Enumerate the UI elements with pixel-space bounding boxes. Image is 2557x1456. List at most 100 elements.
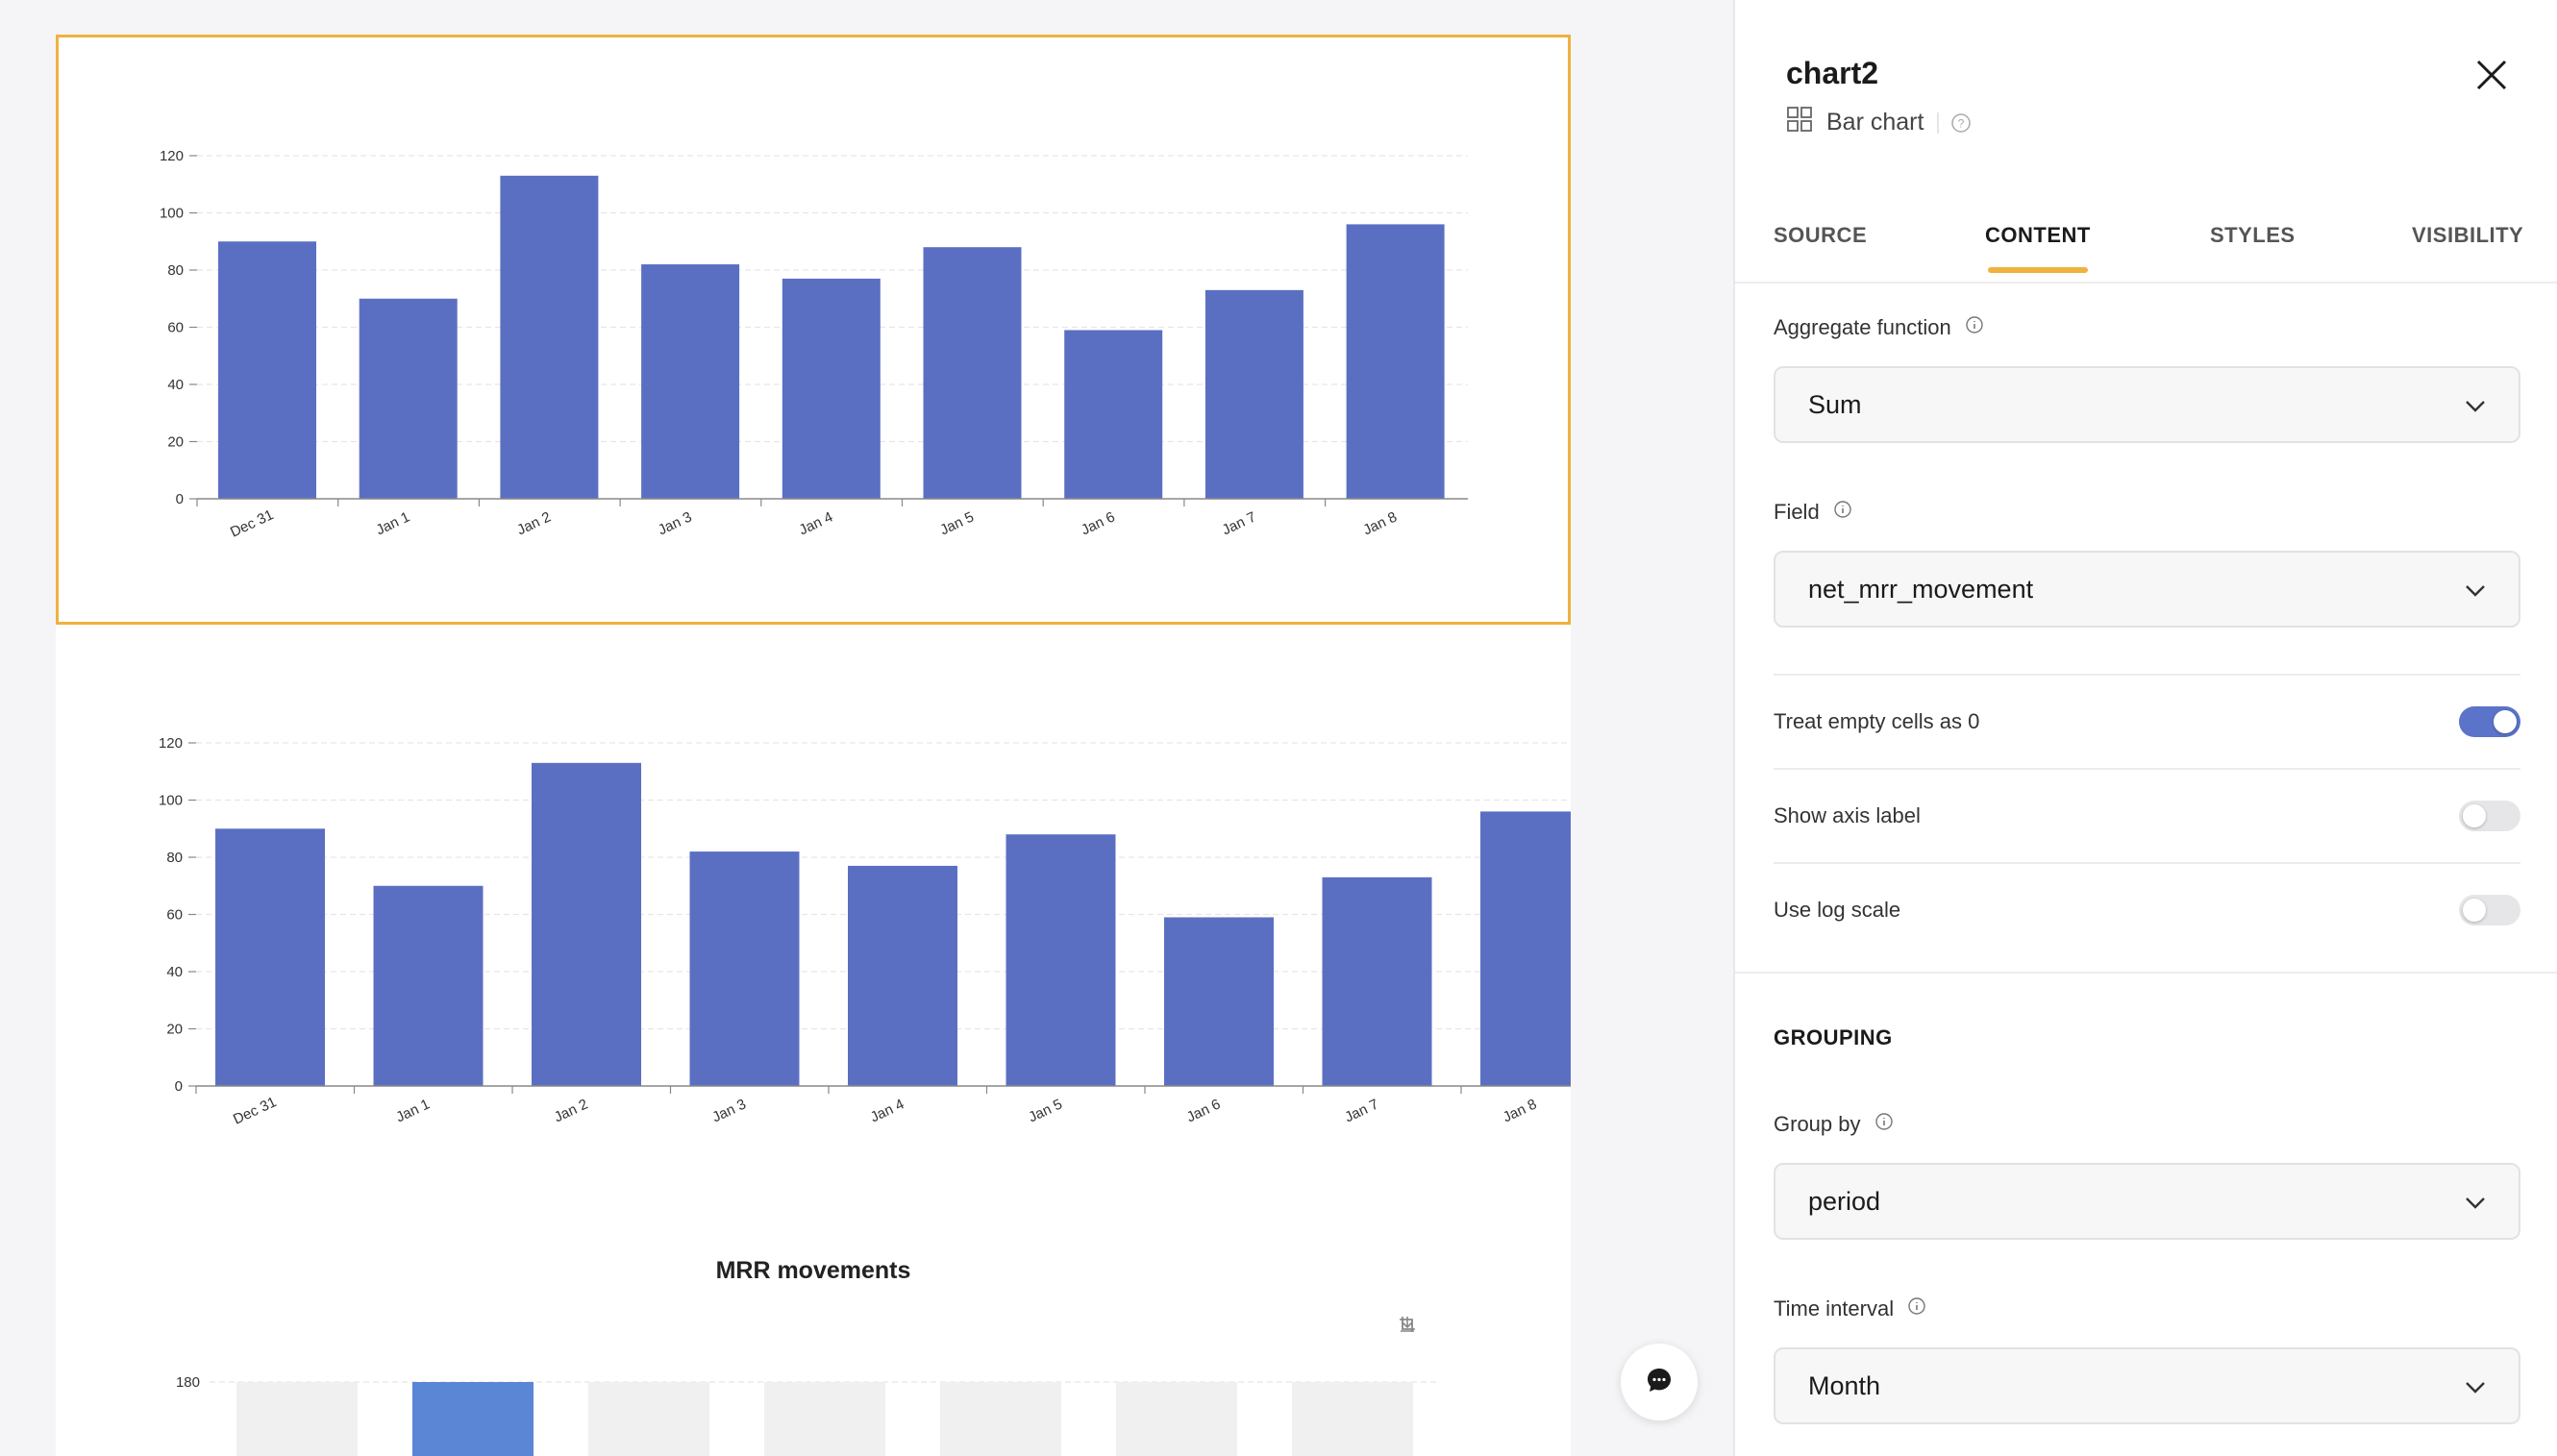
- show-axis-label-toggle[interactable]: [2459, 801, 2520, 831]
- bar: [588, 1382, 709, 1456]
- x-tick-label: Jan 6: [1184, 1096, 1223, 1125]
- info-icon[interactable]: [1965, 315, 1984, 340]
- y-tick-label: 100: [159, 793, 183, 809]
- grid-icon: [1786, 106, 1813, 139]
- toggle-knob: [2494, 710, 2517, 733]
- x-tick-label: Jan 5: [937, 508, 976, 538]
- group-by-select[interactable]: period: [1774, 1163, 2520, 1240]
- chart-title: MRR movements: [715, 1257, 911, 1284]
- bar: [641, 264, 740, 499]
- x-tick-label: Jan 1: [393, 1096, 432, 1125]
- tab-bar: SOURCE CONTENT STYLES VISIBILITY: [1735, 202, 2557, 284]
- field-select[interactable]: net_mrr_movement: [1774, 551, 2520, 628]
- divider: [1774, 674, 2520, 676]
- svg-text:?: ?: [1958, 116, 1965, 130]
- section-divider: [1735, 972, 2557, 974]
- bar: [215, 828, 325, 1086]
- info-icon[interactable]: [1874, 1112, 1894, 1137]
- group-by-label-text: Group by: [1774, 1112, 1861, 1136]
- toggle-label: Use log scale: [1774, 898, 1901, 922]
- y-tick-label: 0: [175, 1078, 183, 1095]
- x-tick-label: Dec 31: [228, 506, 276, 540]
- reset-icon[interactable]: [1401, 1315, 1488, 1336]
- bar: [412, 1382, 534, 1456]
- bar: [1292, 1382, 1413, 1456]
- y-tick-label: 80: [167, 262, 184, 279]
- divider: [1774, 862, 2520, 864]
- treat-empty-cells-toggle[interactable]: [2459, 706, 2520, 737]
- y-tick-label: 100: [160, 206, 184, 222]
- bar: [500, 175, 599, 499]
- x-tick-label: Jan 5: [1026, 1096, 1064, 1125]
- group-by-label: Group by: [1774, 1112, 1894, 1137]
- chat-button[interactable]: [1621, 1344, 1698, 1420]
- bar: [1064, 330, 1163, 499]
- chevron-down-icon: [2465, 390, 2486, 420]
- y-tick-label: 120: [159, 735, 183, 752]
- toggle-knob: [2463, 804, 2486, 827]
- use-log-scale-toggle[interactable]: [2459, 895, 2520, 925]
- bar: [1480, 811, 1571, 1086]
- help-circle-icon[interactable]: ?: [1937, 111, 1972, 134]
- close-button[interactable]: [2472, 58, 2511, 96]
- y-tick-label: 80: [166, 850, 183, 866]
- bar: [689, 851, 800, 1086]
- bar-chart: 0 20 40 60 80 100 120 Dec 31 Jan 1 Jan 2 Jan 3 Jan …: [160, 148, 1468, 541]
- group-by-value: period: [1808, 1186, 1881, 1216]
- tab-content[interactable]: CONTENT: [1985, 223, 2091, 247]
- bar: [940, 1382, 1061, 1456]
- chart-type: Bar chart ?: [1786, 106, 1972, 139]
- x-tick-label: Jan 1: [374, 508, 412, 538]
- chevron-down-icon: [2465, 1371, 2486, 1401]
- x-tick-label: Jan 4: [797, 508, 835, 538]
- y-tick-label: 120: [160, 148, 184, 164]
- time-interval-select[interactable]: Month: [1774, 1347, 2520, 1424]
- bar: [782, 278, 881, 499]
- y-tick-label: 20: [167, 434, 184, 451]
- y-tick-label: 40: [167, 377, 184, 393]
- y-tick-label: 0: [176, 491, 184, 507]
- bar: [1346, 224, 1445, 499]
- divider: [1774, 768, 2520, 770]
- tab-styles[interactable]: STYLES: [2210, 223, 2296, 247]
- time-interval-value: Month: [1808, 1370, 1881, 1400]
- bar: [218, 241, 316, 499]
- x-tick-label: Jan 4: [868, 1096, 906, 1125]
- tab-visibility[interactable]: VISIBILITY: [2412, 223, 2524, 247]
- x-tick-label: Jan 8: [1501, 1096, 1539, 1125]
- bar: [1116, 1382, 1237, 1456]
- y-tick-label: 20: [166, 1022, 183, 1038]
- aggregate-function-value: Sum: [1808, 389, 1862, 419]
- y-tick-label: 60: [167, 320, 184, 336]
- bar: [359, 298, 458, 499]
- bar: [848, 865, 957, 1086]
- bar-chart: 0 20 40 60 80 100 120 Dec 31 Jan 1 Jan 2 Jan 3 Jan …: [159, 735, 1571, 1128]
- bar: [1204, 289, 1303, 499]
- chart-card[interactable]: 0 20 40 60 80 100 120 Dec 31 Jan 1 Jan 2 Jan 3 Jan …: [56, 625, 1571, 1221]
- y-tick-label: 180: [176, 1374, 200, 1391]
- bar-chart: 180: [176, 1374, 1440, 1456]
- chevron-down-icon: [2465, 1187, 2486, 1217]
- field-label: Field: [1774, 500, 1852, 525]
- x-tick-label: Dec 31: [231, 1094, 279, 1127]
- aggregate-function-label-text: Aggregate function: [1774, 315, 1951, 339]
- field-label-text: Field: [1774, 500, 1820, 524]
- chart-card-selected[interactable]: 0 20 40 60 80 100 120 Dec 31 Jan 1 Jan 2 Jan 3 Jan …: [56, 35, 1571, 625]
- field-value: net_mrr_movement: [1808, 574, 2034, 604]
- toggle-row-axis-label: Show axis label: [1774, 797, 2520, 835]
- x-tick-label: Jan 8: [1360, 508, 1399, 538]
- chart-card[interactable]: MRR movements 180: [56, 1221, 1571, 1456]
- bar: [532, 762, 641, 1086]
- toggle-label: Show axis label: [1774, 803, 1921, 827]
- info-icon[interactable]: [1907, 1296, 1926, 1321]
- x-tick-label: Jan 2: [552, 1096, 590, 1125]
- close-icon: [2475, 59, 2508, 96]
- tab-source[interactable]: SOURCE: [1774, 223, 1868, 247]
- x-tick-label: Jan 7: [1220, 508, 1258, 538]
- panel-title: chart2: [1786, 56, 1879, 90]
- properties-panel: chart2 Bar chart ? SOURCE CONTENT STYLES…: [1733, 0, 2557, 1456]
- bar: [1005, 834, 1116, 1086]
- info-icon[interactable]: [1833, 500, 1852, 525]
- aggregate-function-select[interactable]: Sum: [1774, 366, 2520, 443]
- chart-toolbar: [1398, 1315, 1488, 1336]
